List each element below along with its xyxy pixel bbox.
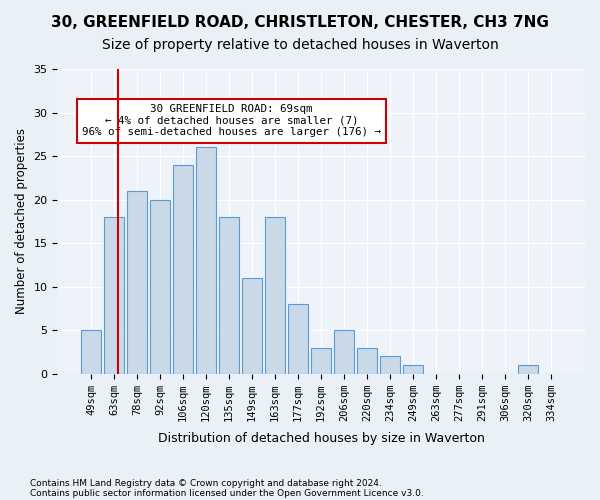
Bar: [104, 217, 124, 374]
Bar: [311, 348, 331, 374]
Bar: [173, 165, 193, 374]
Bar: [127, 191, 147, 374]
Bar: [518, 365, 538, 374]
Bar: [220, 217, 239, 374]
Bar: [196, 148, 216, 374]
Bar: [380, 356, 400, 374]
Text: 30 GREENFIELD ROAD: 69sqm
← 4% of detached houses are smaller (7)
96% of semi-de: 30 GREENFIELD ROAD: 69sqm ← 4% of detach…: [82, 104, 381, 137]
Bar: [289, 304, 308, 374]
Text: Contains public sector information licensed under the Open Government Licence v3: Contains public sector information licen…: [30, 488, 424, 498]
Text: Size of property relative to detached houses in Waverton: Size of property relative to detached ho…: [101, 38, 499, 52]
X-axis label: Distribution of detached houses by size in Waverton: Distribution of detached houses by size …: [158, 432, 485, 445]
Bar: [151, 200, 170, 374]
Bar: [242, 278, 262, 374]
Bar: [358, 348, 377, 374]
Text: 30, GREENFIELD ROAD, CHRISTLETON, CHESTER, CH3 7NG: 30, GREENFIELD ROAD, CHRISTLETON, CHESTE…: [51, 15, 549, 30]
Bar: [403, 365, 423, 374]
Bar: [334, 330, 354, 374]
Bar: [82, 330, 101, 374]
Bar: [265, 217, 285, 374]
Text: Contains HM Land Registry data © Crown copyright and database right 2024.: Contains HM Land Registry data © Crown c…: [30, 478, 382, 488]
Y-axis label: Number of detached properties: Number of detached properties: [15, 128, 28, 314]
